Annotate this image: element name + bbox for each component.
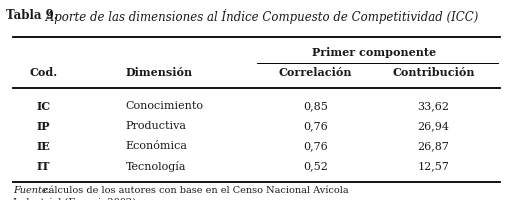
Text: IC: IC bbox=[36, 100, 51, 112]
Text: 0,85: 0,85 bbox=[303, 101, 328, 111]
Text: Productiva: Productiva bbox=[126, 121, 187, 131]
Text: 0,76: 0,76 bbox=[303, 141, 328, 151]
Text: IT: IT bbox=[37, 160, 50, 171]
Text: Dimensión: Dimensión bbox=[126, 68, 193, 78]
Text: Aporte de las dimensiones al Índice Compuesto de Competitividad (ICC): Aporte de las dimensiones al Índice Comp… bbox=[42, 9, 479, 24]
Text: 0,52: 0,52 bbox=[303, 161, 328, 171]
Text: Cod.: Cod. bbox=[30, 68, 57, 78]
Text: Fuente:: Fuente: bbox=[13, 186, 51, 195]
Text: Conocimiento: Conocimiento bbox=[126, 101, 204, 111]
Text: Tabla 9.: Tabla 9. bbox=[6, 9, 58, 22]
Text: Tecnología: Tecnología bbox=[126, 160, 186, 171]
Text: IE: IE bbox=[37, 140, 50, 152]
Text: 12,57: 12,57 bbox=[418, 161, 449, 171]
Text: Contribución: Contribución bbox=[392, 68, 475, 78]
Text: 0,76: 0,76 bbox=[303, 121, 328, 131]
Text: Económica: Económica bbox=[126, 141, 188, 151]
Text: cálculos de los autores con base en el Censo Nacional Avícola: cálculos de los autores con base en el C… bbox=[40, 186, 349, 195]
Text: 26,87: 26,87 bbox=[418, 141, 449, 151]
Text: Correlación: Correlación bbox=[279, 68, 352, 78]
Text: IP: IP bbox=[37, 120, 50, 132]
Text: 26,94: 26,94 bbox=[418, 121, 449, 131]
Text: Primer componente: Primer componente bbox=[312, 47, 437, 58]
Text: Industrial (Fenavi, 2002).: Industrial (Fenavi, 2002). bbox=[13, 198, 139, 200]
Text: 33,62: 33,62 bbox=[418, 101, 449, 111]
